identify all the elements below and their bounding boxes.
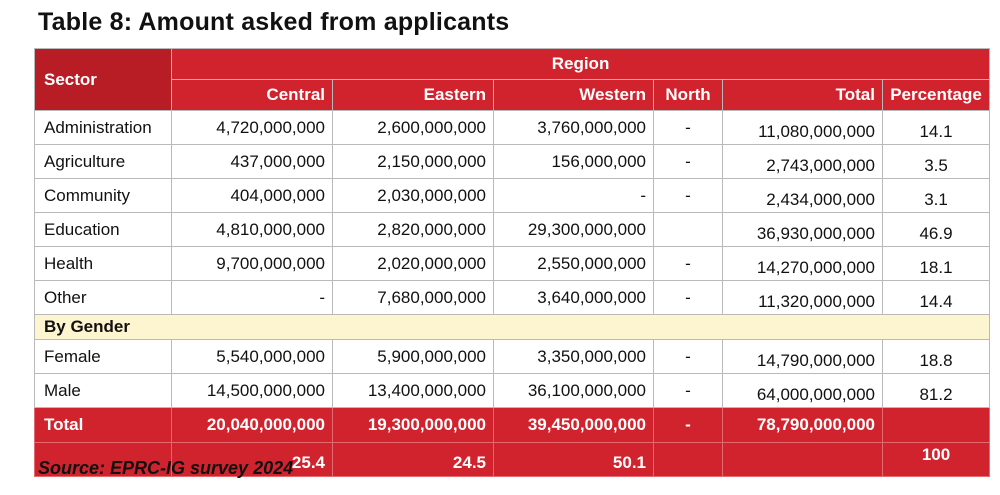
north-cell <box>653 212 723 247</box>
col-header-percentage: Percentage <box>881 79 991 111</box>
percentages-row: 25.4 24.5 50.1 100 <box>34 442 991 477</box>
table-row: Other - 7,680,000,000 3,640,000,000 - 11… <box>34 280 991 315</box>
sector-cell: Administration <box>34 110 172 145</box>
sector-cell: Male <box>34 373 172 408</box>
percentage-cell: 81.2 <box>881 373 991 408</box>
western-cell: 29,300,000,000 <box>493 212 654 247</box>
eastern-cell: 2,150,000,000 <box>332 144 494 179</box>
col-header-western: Western <box>493 79 654 111</box>
totals-north: - <box>653 407 723 443</box>
percentage-cell: 14.1 <box>881 110 991 145</box>
total-cell: 14,790,000,000 <box>722 339 883 374</box>
total-cell: 2,434,000,000 <box>722 178 883 213</box>
north-cell: - <box>653 280 723 315</box>
eastern-cell: 2,020,000,000 <box>332 246 494 281</box>
central-cell: 437,000,000 <box>171 144 333 179</box>
totals-central: 20,040,000,000 <box>171 407 333 443</box>
pct-north <box>653 442 723 477</box>
central-cell: 4,720,000,000 <box>171 110 333 145</box>
col-header-central: Central <box>171 79 333 111</box>
pct-overall: 100 <box>881 442 991 477</box>
table-title: Table 8: Amount asked from applicants <box>38 8 510 36</box>
col-header-north: North <box>653 79 723 111</box>
header-row-columns: Central Eastern Western North Total Perc… <box>35 79 991 111</box>
totals-label: Total <box>34 407 172 443</box>
table-row: Administration 4,720,000,000 2,600,000,0… <box>34 110 991 145</box>
col-header-eastern: Eastern <box>332 79 494 111</box>
totals-row: Total 20,040,000,000 19,300,000,000 39,4… <box>34 407 991 443</box>
total-cell: 64,000,000,000 <box>722 373 883 408</box>
totals-total: 78,790,000,000 <box>722 407 883 443</box>
western-cell: 36,100,000,000 <box>493 373 654 408</box>
source-note: Source: EPRC-IG survey 2024 <box>38 458 294 478</box>
total-cell: 11,080,000,000 <box>722 110 883 145</box>
sector-cell: Education <box>34 212 172 247</box>
header-row-region: Sector Region <box>34 48 991 111</box>
eastern-cell: 13,400,000,000 <box>332 373 494 408</box>
eastern-cell: 2,820,000,000 <box>332 212 494 247</box>
pct-total <box>722 442 883 477</box>
central-cell: 14,500,000,000 <box>171 373 333 408</box>
percentage-cell: 14.4 <box>881 280 991 315</box>
western-cell: 156,000,000 <box>493 144 654 179</box>
north-cell: - <box>653 246 723 281</box>
central-cell: 9,700,000,000 <box>171 246 333 281</box>
north-cell: - <box>653 144 723 179</box>
eastern-cell: 2,600,000,000 <box>332 110 494 145</box>
percentages-label <box>34 442 172 477</box>
region-header: Region <box>170 48 991 80</box>
gender-section-label: By Gender <box>33 314 991 340</box>
eastern-cell: 7,680,000,000 <box>332 280 494 315</box>
percentage-cell: 46.9 <box>881 212 991 247</box>
percentage-cell: 3.1 <box>881 178 991 213</box>
central-cell: 4,810,000,000 <box>171 212 333 247</box>
table-row: Agriculture 437,000,000 2,150,000,000 15… <box>34 144 991 179</box>
percentage-cell: 18.1 <box>881 246 991 281</box>
totals-eastern: 19,300,000,000 <box>332 407 494 443</box>
western-cell: 3,640,000,000 <box>493 280 654 315</box>
totals-percentage <box>881 407 991 443</box>
western-cell: 3,760,000,000 <box>493 110 654 145</box>
percentage-cell: 3.5 <box>881 144 991 179</box>
north-cell: - <box>653 373 723 408</box>
western-cell: - <box>493 178 654 213</box>
central-cell: 404,000,000 <box>171 178 333 213</box>
north-cell: - <box>653 339 723 374</box>
sector-cell: Agriculture <box>34 144 172 179</box>
pct-central: 25.4 <box>171 442 333 477</box>
col-header-total: Total <box>722 79 883 111</box>
central-cell: 5,540,000,000 <box>171 339 333 374</box>
table-row: Health 9,700,000,000 2,020,000,000 2,550… <box>34 246 991 281</box>
pct-western: 50.1 <box>493 442 654 477</box>
total-cell: 11,320,000,000 <box>722 280 883 315</box>
table-row: Education 4,810,000,000 2,820,000,000 29… <box>34 212 991 247</box>
sector-header: Sector <box>34 48 172 111</box>
central-cell: - <box>171 280 333 315</box>
table-row: Female 5,540,000,000 5,900,000,000 3,350… <box>34 339 991 374</box>
total-cell: 2,743,000,000 <box>722 144 883 179</box>
sector-cell: Community <box>34 178 172 213</box>
sector-cell: Health <box>34 246 172 281</box>
amount-table: Sector Region Central Eastern Western No… <box>33 48 991 477</box>
total-cell: 36,930,000,000 <box>722 212 883 247</box>
table-row: Community 404,000,000 2,030,000,000 - - … <box>34 178 991 213</box>
totals-western: 39,450,000,000 <box>493 407 654 443</box>
table-row: Male 14,500,000,000 13,400,000,000 36,10… <box>34 373 991 408</box>
eastern-cell: 2,030,000,000 <box>332 178 494 213</box>
western-cell: 3,350,000,000 <box>493 339 654 374</box>
sector-cell: Female <box>34 339 172 374</box>
north-cell: - <box>653 110 723 145</box>
north-cell: - <box>653 178 723 213</box>
pct-eastern: 24.5 <box>332 442 494 477</box>
sector-cell: Other <box>34 280 172 315</box>
eastern-cell: 5,900,000,000 <box>332 339 494 374</box>
western-cell: 2,550,000,000 <box>493 246 654 281</box>
total-cell: 14,270,000,000 <box>722 246 883 281</box>
percentage-cell: 18.8 <box>881 339 991 374</box>
gender-section-row: By Gender <box>33 314 991 340</box>
